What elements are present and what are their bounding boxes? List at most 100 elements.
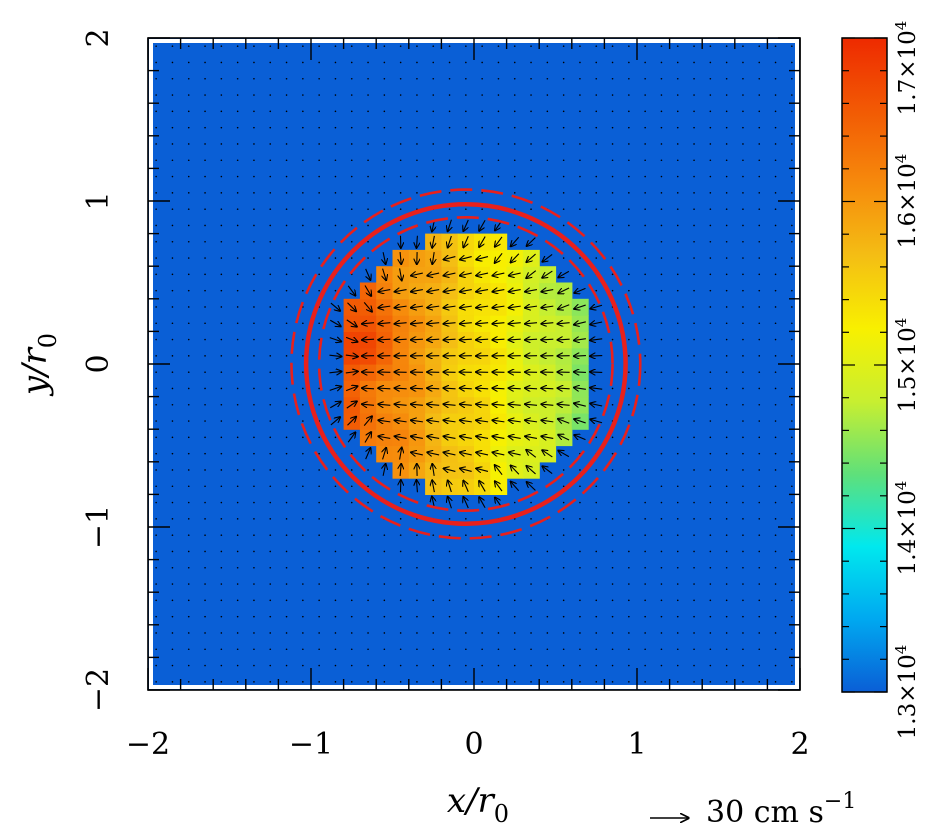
vector-dot (302, 648, 304, 651)
velocity-arrow (395, 290, 407, 292)
vector-dot (269, 599, 272, 602)
vector-dot (742, 518, 744, 520)
vector-dot (383, 159, 386, 162)
velocity-arrow (527, 482, 536, 491)
vector-dot (774, 289, 777, 292)
vector-dot (709, 143, 712, 145)
vector-dot (774, 77, 777, 80)
vector-dot (513, 583, 516, 585)
velocity-arrow (444, 436, 456, 438)
vector-dot (269, 143, 272, 145)
velocity-arrow (476, 339, 489, 340)
velocity-arrow (574, 339, 586, 341)
velocity-arrow (541, 436, 554, 438)
vector-dot (758, 192, 761, 194)
vector-dot (562, 110, 565, 113)
vector-dot (497, 615, 500, 618)
velocity-arrow (495, 481, 503, 492)
vector-dot (285, 240, 288, 243)
vector-dot (791, 534, 793, 536)
vector-dot (628, 338, 630, 341)
vector-dot (334, 224, 337, 227)
vector-dot (187, 436, 190, 439)
vector-dot (774, 485, 777, 488)
vector-dot (448, 159, 451, 162)
vector-dot (269, 566, 272, 569)
vector-dot (269, 550, 272, 553)
vector-dot (530, 534, 532, 536)
vector-dot (611, 566, 614, 569)
vector-dot (725, 77, 728, 80)
velocity-arrow (362, 388, 375, 389)
vector-dot (236, 632, 239, 634)
velocity-arrow (347, 285, 355, 296)
vector-dot (155, 420, 157, 422)
velocity-arrow (511, 482, 520, 492)
vector-dot (709, 126, 712, 129)
vector-dot (465, 77, 467, 80)
vector-dot (725, 518, 728, 520)
vector-dot (269, 387, 272, 390)
velocity-arrow (330, 417, 340, 426)
vector-dot (416, 599, 418, 602)
vector-dot (399, 566, 402, 569)
velocity-arrow (345, 371, 358, 373)
vector-dot (530, 110, 532, 113)
vector-dot (725, 534, 728, 536)
vector-dot (285, 648, 288, 651)
vector-dot (269, 518, 272, 520)
vector-dot (432, 550, 435, 553)
vector-dot (416, 681, 418, 683)
vector-dot (367, 110, 369, 113)
vector-dot (676, 94, 679, 96)
velocity-arrow (444, 339, 456, 340)
velocity-arrow (444, 404, 456, 405)
vector-dot (187, 192, 190, 194)
colorbar-tick-label: 1.5×104 (892, 318, 921, 413)
velocity-arrow (574, 322, 586, 325)
vector-dot (709, 681, 712, 683)
vector-dot (644, 371, 646, 373)
vector-dot (693, 534, 695, 536)
vector-dot (562, 94, 565, 96)
vector-dot (253, 436, 255, 439)
vector-dot (497, 566, 500, 569)
vector-dot (774, 306, 777, 308)
vector-dot (334, 159, 337, 162)
vector-dot (334, 143, 337, 145)
vector-dot (693, 485, 695, 488)
vector-dot (465, 566, 467, 569)
velocity-arrow (476, 257, 489, 260)
velocity-arrow (460, 420, 472, 422)
vector-dot (334, 501, 337, 504)
vector-dot (367, 61, 369, 64)
vector-dot (302, 518, 304, 520)
velocity-arrow (509, 420, 521, 422)
vector-dot (334, 550, 337, 553)
vector-dot (253, 566, 255, 569)
vector-dot (791, 566, 793, 569)
vector-dot (285, 110, 288, 113)
vector-dot (758, 355, 761, 357)
vector-dot (660, 420, 663, 422)
vector-dot (204, 583, 206, 585)
vector-dot (302, 420, 304, 422)
vector-dot (693, 387, 695, 390)
velocity-arrow (378, 420, 391, 422)
velocity-arrow (364, 285, 371, 295)
vector-dot (416, 632, 418, 634)
vector-dot (416, 159, 418, 162)
vector-dot (628, 632, 630, 634)
vector-dot (758, 420, 761, 422)
vector-dot (562, 240, 565, 243)
vector-dot (579, 566, 581, 569)
vector-dot (187, 664, 190, 667)
vector-dot (236, 583, 239, 585)
vector-dot (302, 126, 304, 129)
vector-dot (220, 61, 223, 64)
vector-dot (693, 159, 695, 162)
velocity-arrow (509, 404, 521, 405)
velocity-arrow (574, 288, 586, 293)
velocity-arrow (558, 451, 570, 458)
vector-dot (448, 583, 451, 585)
